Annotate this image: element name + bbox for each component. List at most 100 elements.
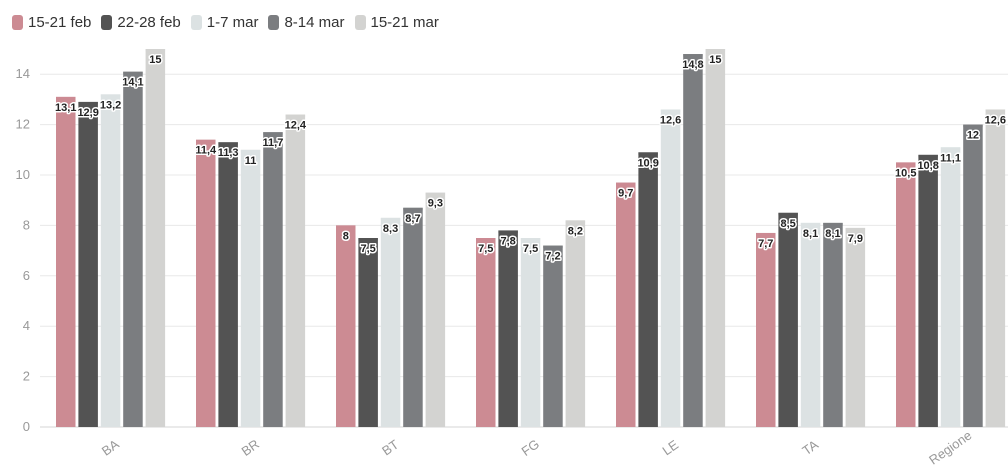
bar-cap [476,238,496,241]
bar-cap [756,232,776,236]
bar[interactable] [660,109,681,427]
bar-cap [616,182,636,186]
bar[interactable] [705,49,726,427]
bar[interactable] [638,152,658,427]
bar[interactable] [940,147,961,427]
legend-swatch [268,14,280,30]
data-label: 8 [343,230,349,242]
data-label: 9,3 [428,198,443,210]
bar[interactable] [358,238,378,427]
bar-cap [78,101,98,105]
bar[interactable] [683,54,703,427]
bar[interactable] [963,124,983,427]
bar[interactable] [543,245,563,427]
legend-item-8-14-mar[interactable]: 8-14 mar [268,13,345,31]
bar-cap [196,139,216,143]
data-label: 11 [245,155,257,167]
bar-cap [705,49,726,52]
bar[interactable] [123,71,143,428]
x-axis: BA BR BT FG LE TA Regione [99,428,975,468]
data-label: 7,2 [545,251,560,263]
bars [56,49,1006,428]
bar[interactable] [498,230,518,427]
x-tick-label: FG [519,436,542,459]
data-label: 7,9 [848,233,863,245]
data-label: 7,5 [361,243,376,255]
bar[interactable] [425,192,446,427]
data-label: 14,8 [682,59,703,71]
data-label: 14,1 [122,77,143,89]
legend-item-22-28-feb[interactable]: 22-28 feb [101,13,181,31]
y-tick-label: 12 [16,117,30,132]
bar[interactable] [823,222,843,427]
x-tick-label: BT [379,437,401,459]
data-label: 12,4 [285,120,307,132]
legend-label: 22-28 feb [117,13,181,31]
bar[interactable] [616,182,636,427]
bar[interactable] [56,96,76,427]
bar-cap [963,124,983,128]
y-tick-label: 0 [23,419,30,434]
bar-cap [800,222,821,226]
data-label: 13,2 [100,99,121,111]
bar-cap [240,149,261,153]
bar-cap [918,154,938,158]
bar[interactable] [918,154,938,427]
bar[interactable] [403,207,423,427]
legend-item-15-21-mar[interactable]: 15-21 mar [354,13,439,31]
data-label: 12 [967,130,979,142]
data-label: 15 [709,54,721,66]
bar[interactable] [240,149,261,428]
data-labels: 13,1 12,913,214,1 15 11,4 11,3 11 11,712,4 8 7,5… [54,53,1008,265]
bar[interactable] [985,109,1006,427]
data-label: 10,8 [917,160,938,172]
bar[interactable] [145,49,166,427]
legend-item-1-7-mar[interactable]: 1-7 mar [190,14,258,31]
data-label: 15 [149,54,161,66]
bar[interactable] [800,222,821,427]
bar-cap [778,212,798,216]
bar[interactable] [565,220,586,427]
bar[interactable] [78,101,98,428]
bar-cap [263,132,283,135]
bar[interactable] [100,94,121,428]
data-label: 7,5 [523,243,538,255]
bar[interactable] [476,238,496,427]
data-label: 8,1 [803,228,818,240]
bar[interactable] [218,142,238,428]
y-tick-label: 8 [23,217,30,232]
bar[interactable] [380,217,401,427]
x-tick-label: BR [239,436,262,459]
bar[interactable] [336,225,356,427]
bar-cap [336,225,356,228]
bar-cap [565,220,586,223]
bar-cap [218,142,238,145]
y-tick-label: 6 [23,268,30,283]
x-tick-label: Regione [926,428,974,468]
bar[interactable] [196,139,216,427]
bar[interactable] [845,227,866,427]
bar-cap [56,96,76,100]
bar[interactable] [285,114,306,428]
bar[interactable] [520,238,541,427]
legend-label: 8-14 mar [284,13,345,31]
legend-item-15-21-feb[interactable]: 15-21 feb [12,14,91,31]
y-tick-label: 2 [23,369,30,384]
legend-swatch [101,14,113,30]
legend-label: 15-21 feb [28,13,92,31]
bar[interactable] [263,132,283,427]
y-tick-label: 10 [16,167,30,182]
bar-cap [985,109,1006,112]
bar-cap [425,192,446,196]
bar[interactable] [756,232,776,427]
legend-label: 15-21 mar [370,13,439,31]
bar-cap [845,227,866,231]
x-tick-label: TA [800,437,822,458]
data-label: 8,3 [383,223,398,235]
bar[interactable] [778,212,798,427]
data-label: 9,7 [618,188,633,200]
bar-cap [123,71,143,75]
legend-swatch [190,14,202,30]
bar[interactable] [896,162,916,427]
bar-cap [823,222,843,226]
